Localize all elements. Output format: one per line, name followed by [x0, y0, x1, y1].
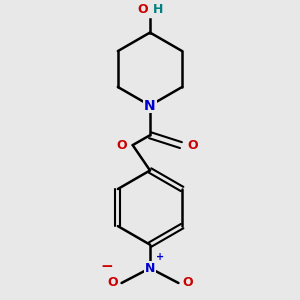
Text: O: O — [107, 277, 118, 290]
Text: O: O — [182, 277, 193, 290]
Text: O: O — [187, 139, 198, 152]
Text: −: − — [100, 259, 113, 274]
Text: O: O — [137, 4, 148, 16]
Text: H: H — [152, 4, 163, 16]
Text: N: N — [145, 262, 155, 275]
Text: N: N — [144, 98, 156, 112]
Text: +: + — [156, 252, 164, 262]
Text: O: O — [116, 139, 127, 152]
